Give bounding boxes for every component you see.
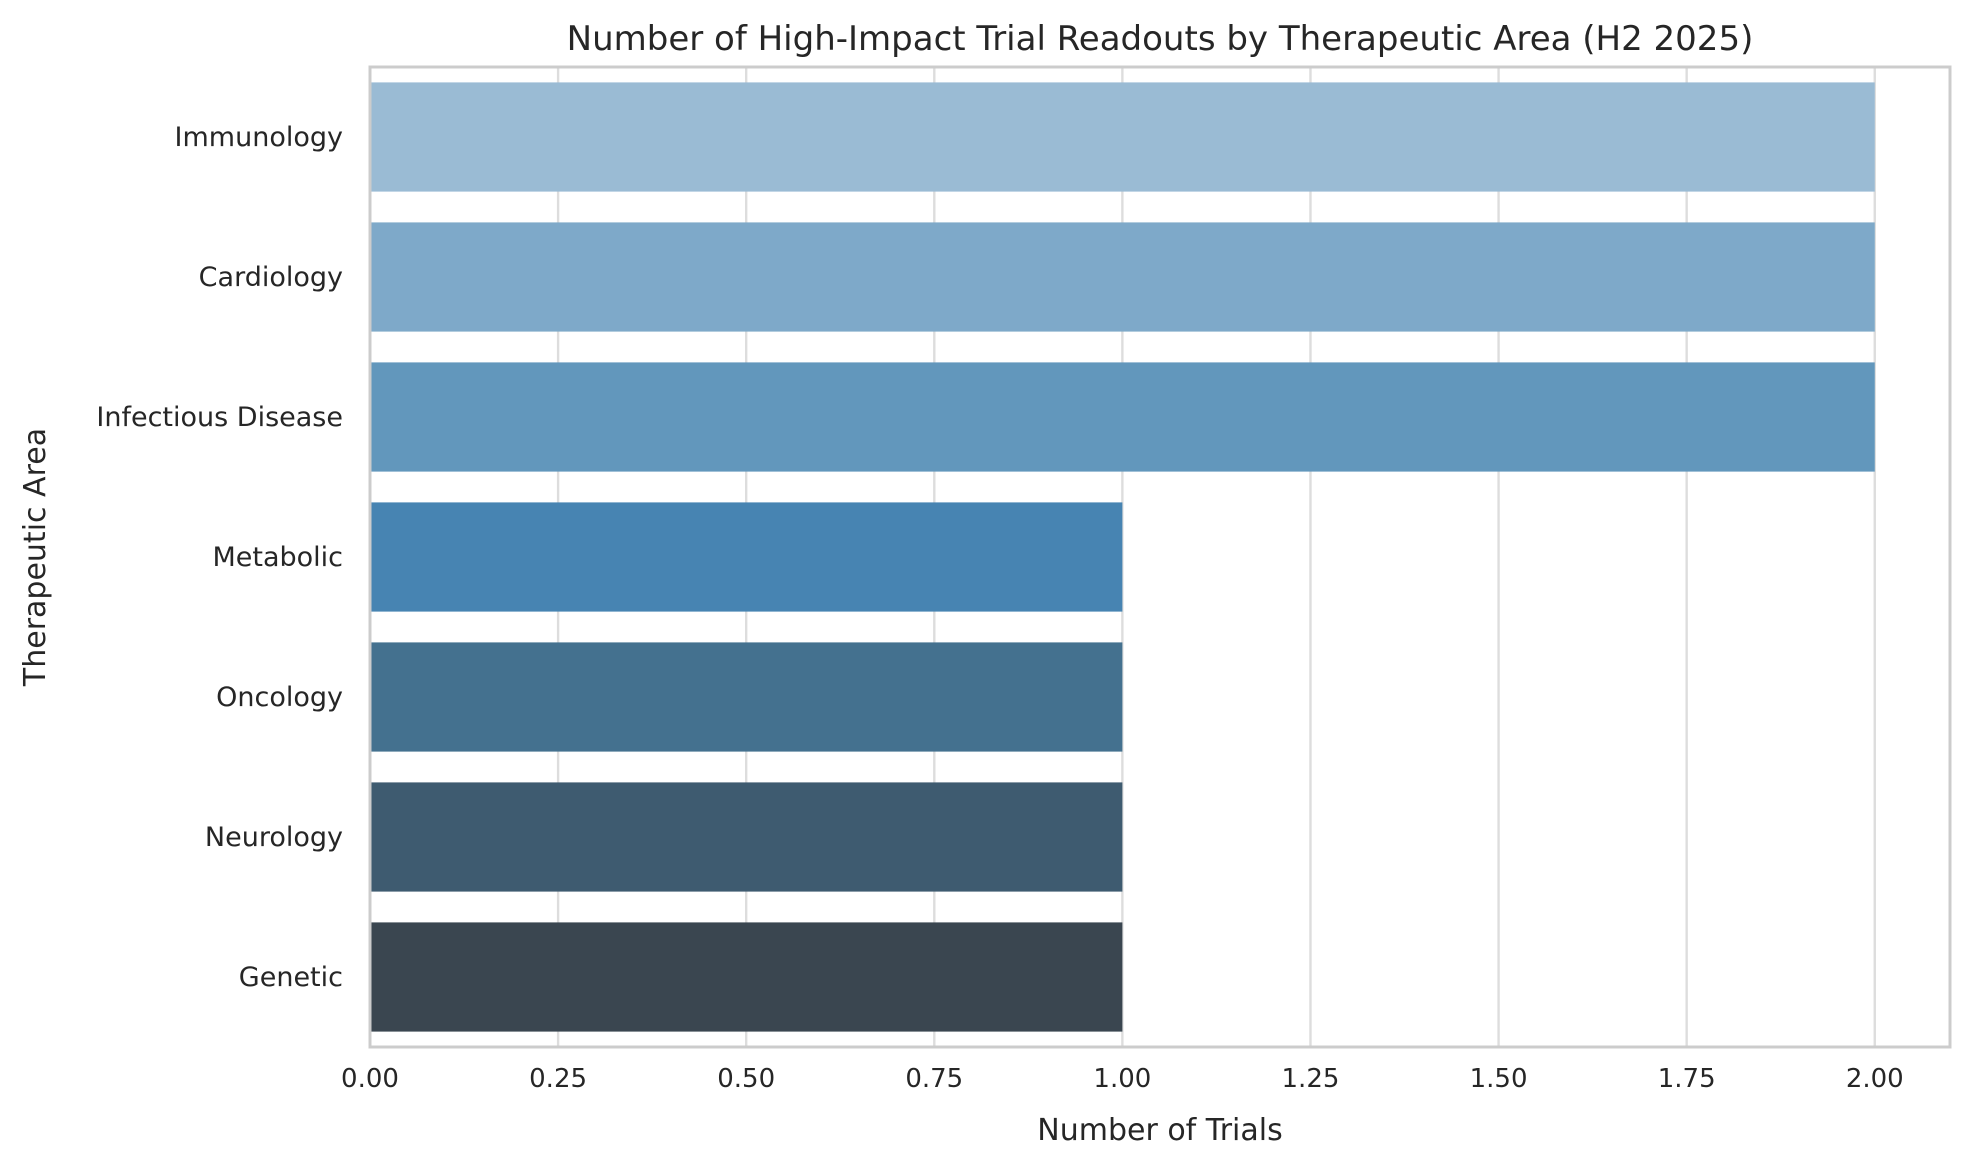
x-tick-label: 1.50 [1470,1064,1528,1094]
y-axis-ticks: Immunology Cardiology Infectious Disease Me… [96,122,343,993]
x-tick-label: 0.25 [529,1064,587,1094]
x-tick-label: 1.00 [1093,1064,1151,1094]
x-tick-label: 0.50 [717,1064,775,1094]
x-tick-label: 1.75 [1658,1064,1716,1094]
y-tick-label: Immunology [175,122,343,153]
plot-frame [368,65,1952,1049]
bar-genetic [370,922,1123,1032]
bars [370,82,1875,1032]
bar-metabolic [370,502,1123,612]
x-tick-label: 2.00 [1846,1064,1904,1094]
x-axis-ticks: 0.00 0.25 0.50 0.75 1.00 1.25 1.50 1.75 2.00 [341,1064,1904,1094]
x-axis-title: Number of Trials [1037,1113,1282,1148]
y-tick-label: Oncology [216,682,343,713]
x-tick-label: 0.75 [905,1064,963,1094]
y-tick-label: Neurology [205,822,343,853]
bar-immunology [370,82,1875,192]
y-tick-label: Infectious Disease [96,402,343,433]
y-tick-label: Cardiology [199,262,343,293]
bar-cardiology [370,222,1875,332]
chart-title: Number of High-Impact Trial Readouts by … [567,19,1754,59]
x-tick-label: 1.25 [1282,1064,1340,1094]
bar-infectious-disease [370,362,1875,472]
y-axis-title: Therapeutic Area [18,428,53,687]
y-tick-label: Metabolic [212,542,343,573]
x-tick-label: 0.00 [341,1064,399,1094]
bar-neurology [370,782,1123,892]
bar-oncology [370,642,1123,752]
y-tick-label: Genetic [239,962,343,993]
